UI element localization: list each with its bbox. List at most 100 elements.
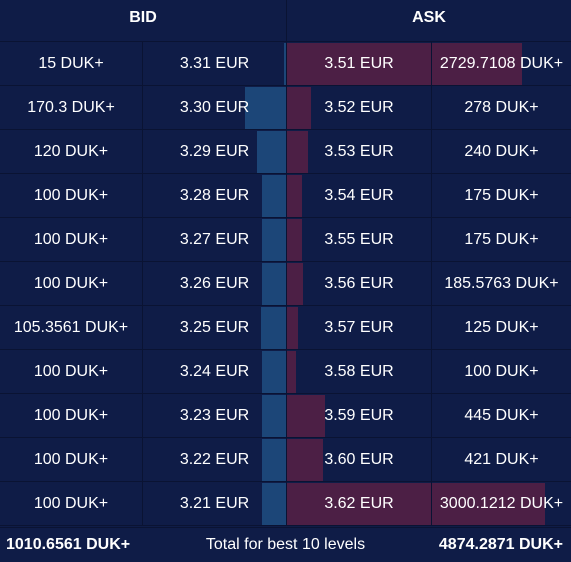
bid-price-text: 3.31 EUR — [179, 55, 250, 72]
order-row[interactable]: 100 DUK+ 3.21 EUR 3.62 EUR 3000.1212 DUK+ — [0, 482, 571, 526]
ask-price: 3.62 EUR — [287, 482, 431, 525]
bid-quantity-text: 100 DUK+ — [33, 363, 109, 380]
header-divider — [286, 0, 287, 41]
bid-quantity-text: 100 DUK+ — [33, 495, 109, 512]
order-row[interactable]: 100 DUK+ 3.24 EUR 3.58 EUR 100 DUK+ — [0, 350, 571, 394]
ask-header: ASK — [412, 9, 446, 26]
bid-depth-bar — [261, 307, 286, 349]
column-divider — [431, 482, 432, 526]
ask-price-text: 3.57 EUR — [324, 319, 394, 336]
bid-depth-bar — [257, 131, 286, 173]
bid-depth-bar — [262, 483, 286, 525]
bid-price: 3.27 EUR — [143, 218, 286, 261]
ask-depth-bar — [287, 439, 323, 481]
bid-price: 3.24 EUR — [143, 350, 286, 393]
bid-quantity-text: 15 DUK+ — [38, 55, 104, 72]
ask-depth-bar — [287, 483, 545, 525]
column-divider — [142, 394, 143, 438]
column-divider — [142, 482, 143, 526]
ask-price: 3.54 EUR — [287, 174, 431, 217]
column-divider — [431, 86, 432, 130]
ask-quantity-text: 125 DUK+ — [464, 319, 539, 336]
ask-quantity-text: 175 DUK+ — [464, 231, 539, 248]
ask-price-text: 3.53 EUR — [324, 143, 394, 160]
ask-depth-bar — [287, 43, 522, 85]
ask-price-text: 3.55 EUR — [324, 231, 394, 248]
bid-price: 3.25 EUR — [143, 306, 286, 349]
order-row[interactable]: 15 DUK+ 3.31 EUR 3.51 EUR 2729.7108 DUK+ — [0, 42, 571, 86]
bid-quantity: 105.3561 DUK+ — [0, 306, 142, 349]
ask-price: 3.57 EUR — [287, 306, 431, 349]
order-row[interactable]: 120 DUK+ 3.29 EUR 3.53 EUR 240 DUK+ — [0, 130, 571, 174]
ask-depth-bar — [287, 395, 325, 437]
column-divider — [286, 174, 287, 218]
ask-quantity: 2729.7108 DUK+ — [432, 42, 571, 85]
order-row[interactable]: 100 DUK+ 3.26 EUR 3.56 EUR 185.5763 DUK+ — [0, 262, 571, 306]
column-divider — [431, 42, 432, 86]
bid-quantity-text: 120 DUK+ — [33, 143, 109, 160]
ask-price: 3.56 EUR — [287, 262, 431, 305]
ask-quantity: 278 DUK+ — [432, 86, 571, 129]
ask-quantity-text: 175 DUK+ — [464, 187, 539, 204]
order-row[interactable]: 105.3561 DUK+ 3.25 EUR 3.57 EUR 125 DUK+ — [0, 306, 571, 350]
ask-quantity: 421 DUK+ — [432, 438, 571, 481]
order-row[interactable]: 100 DUK+ 3.27 EUR 3.55 EUR 175 DUK+ — [0, 218, 571, 262]
bid-price-text: 3.24 EUR — [179, 363, 250, 380]
ask-depth-bar — [287, 87, 311, 129]
column-divider — [142, 438, 143, 482]
ask-price-text: 3.59 EUR — [324, 407, 394, 424]
total-label: Total for best 10 levels — [205, 536, 366, 553]
order-row[interactable]: 100 DUK+ 3.22 EUR 3.60 EUR 421 DUK+ — [0, 438, 571, 482]
column-divider — [142, 306, 143, 350]
column-divider — [286, 350, 287, 394]
bid-quantity: 100 DUK+ — [0, 262, 142, 305]
ask-quantity: 175 DUK+ — [432, 218, 571, 261]
order-row[interactable]: 100 DUK+ 3.23 EUR 3.59 EUR 445 DUK+ — [0, 394, 571, 438]
bid-quantity-text: 100 DUK+ — [33, 275, 109, 292]
column-divider — [431, 130, 432, 174]
column-divider — [431, 438, 432, 482]
ask-price-text: 3.52 EUR — [324, 99, 394, 116]
ask-price: 3.59 EUR — [287, 394, 431, 437]
column-divider — [142, 130, 143, 174]
ask-price: 3.52 EUR — [287, 86, 431, 129]
column-divider — [431, 262, 432, 306]
ask-price: 3.51 EUR — [287, 42, 431, 85]
column-divider — [286, 306, 287, 350]
ask-price-text: 3.54 EUR — [324, 187, 394, 204]
bid-quantity-text: 100 DUK+ — [33, 187, 109, 204]
order-row[interactable]: 100 DUK+ 3.28 EUR 3.54 EUR 175 DUK+ — [0, 174, 571, 218]
bid-quantity: 15 DUK+ — [0, 42, 142, 85]
bid-depth-bar — [262, 395, 286, 437]
bid-price-text: 3.21 EUR — [179, 495, 250, 512]
column-divider — [431, 350, 432, 394]
ask-price-text: 3.51 EUR — [324, 55, 394, 72]
order-book-header: BID ASK — [0, 0, 571, 42]
column-divider — [286, 130, 287, 174]
ask-depth-bar — [287, 263, 303, 305]
bid-price-text: 3.23 EUR — [179, 407, 250, 424]
ask-quantity-text: 445 DUK+ — [464, 407, 539, 424]
bid-quantity-text: 170.3 DUK+ — [27, 99, 115, 116]
column-divider — [286, 42, 287, 86]
ask-quantity-text: 185.5763 DUK+ — [444, 275, 559, 292]
bid-depth-bar — [262, 175, 286, 217]
order-row[interactable]: 170.3 DUK+ 3.30 EUR 3.52 EUR 278 DUK+ — [0, 86, 571, 130]
bid-quantity: 100 DUK+ — [0, 394, 142, 437]
bid-quantity: 100 DUK+ — [0, 438, 142, 481]
bid-price: 3.28 EUR — [143, 174, 286, 217]
bid-quantity-text: 105.3561 DUK+ — [13, 319, 129, 336]
bid-depth-bar — [262, 351, 286, 393]
column-divider — [431, 306, 432, 350]
ask-quantity-text: 421 DUK+ — [464, 451, 539, 468]
ask-price: 3.55 EUR — [287, 218, 431, 261]
column-divider — [142, 42, 143, 86]
column-divider — [286, 394, 287, 438]
ask-quantity-text: 3000.1212 DUK+ — [439, 495, 564, 512]
ask-depth-bar — [287, 307, 298, 349]
bid-total: 1010.6561 DUK+ — [6, 536, 131, 553]
bid-quantity-text: 100 DUK+ — [33, 407, 109, 424]
column-divider — [286, 438, 287, 482]
bid-depth-bar — [262, 263, 286, 305]
